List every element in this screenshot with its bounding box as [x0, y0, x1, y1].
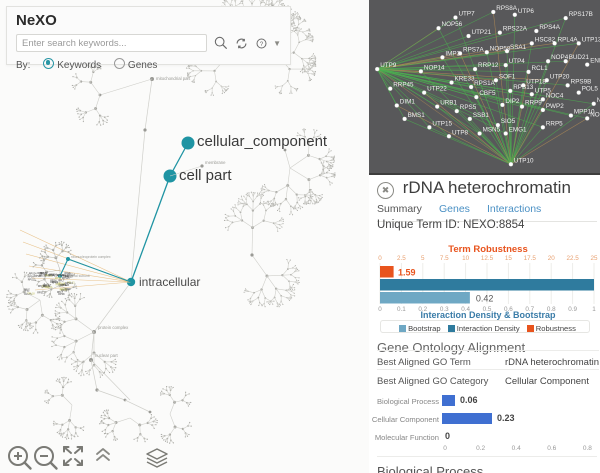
- svg-text:15: 15: [505, 255, 513, 262]
- svg-text:SOF1: SOF1: [499, 73, 516, 80]
- svg-text:UTP4: UTP4: [509, 58, 526, 65]
- svg-text:0: 0: [378, 255, 382, 262]
- svg-text:RPS24: RPS24: [49, 273, 57, 276]
- svg-text:MSN5: MSN5: [483, 126, 501, 133]
- svg-text:22.5: 22.5: [566, 255, 579, 262]
- svg-text:BMS1: BMS1: [408, 112, 426, 119]
- svg-text:RPS9: RPS9: [52, 282, 59, 285]
- svg-text:cellular_component: cellular_component: [197, 133, 328, 150]
- svg-text:UTP6: UTP6: [518, 8, 535, 15]
- svg-text:UTP22: UTP22: [427, 86, 447, 93]
- svg-text:UTP20: UTP20: [550, 73, 570, 80]
- svg-text:BUD21: BUD21: [569, 54, 590, 61]
- svg-text:UTP15: UTP15: [432, 120, 452, 127]
- svg-text:RPS24: RPS24: [65, 282, 73, 285]
- svg-text:1.59: 1.59: [398, 268, 416, 278]
- svg-text:?: ?: [260, 41, 264, 48]
- svg-text:12.5: 12.5: [481, 255, 494, 262]
- svg-text:0.2: 0.2: [476, 445, 485, 452]
- svg-text:RPS13: RPS13: [37, 292, 45, 295]
- svg-text:UTP9: UTP9: [380, 62, 397, 69]
- svg-text:UTP8: UTP8: [452, 129, 469, 136]
- svg-text:25: 25: [590, 255, 598, 262]
- svg-text:RRP12: RRP12: [478, 62, 499, 69]
- svg-text:0.6: 0.6: [547, 445, 556, 452]
- svg-text:RPS7A: RPS7A: [463, 46, 484, 53]
- svg-text:DIP2: DIP2: [505, 98, 519, 105]
- svg-text:NOC4: NOC4: [546, 92, 564, 99]
- svg-text:UTP21: UTP21: [472, 29, 492, 36]
- svg-text:RPS15: RPS15: [40, 273, 48, 276]
- svg-text:PWP2: PWP2: [546, 103, 564, 110]
- svg-text:ribonucleoprotein complex: ribonucleoprotein complex: [71, 255, 111, 259]
- svg-text:NOP4: NOP4: [551, 54, 569, 61]
- svg-text:mitochondrial part: mitochondrial part: [156, 76, 191, 81]
- svg-text:RPS8: RPS8: [61, 289, 68, 292]
- svg-text:RPS9B: RPS9B: [571, 78, 592, 85]
- svg-text:DIM1: DIM1: [400, 98, 416, 105]
- svg-text:RPS11: RPS11: [60, 274, 68, 277]
- svg-text:RPL15: RPL15: [38, 285, 46, 288]
- svg-text:ENP1: ENP1: [590, 58, 600, 65]
- svg-text:NOP58: NOP58: [490, 45, 511, 52]
- svg-text:membrane: membrane: [205, 160, 226, 165]
- svg-text:RPS1A: RPS1A: [474, 80, 495, 87]
- svg-text:NOP6: NOP6: [590, 111, 600, 118]
- svg-text:RPS17B: RPS17B: [569, 11, 593, 18]
- svg-text:0: 0: [443, 445, 447, 452]
- svg-text:2.5: 2.5: [397, 255, 406, 262]
- svg-text:nuclear part: nuclear part: [95, 353, 118, 358]
- svg-text:RPS22A: RPS22A: [503, 26, 528, 33]
- svg-text:RRP5: RRP5: [546, 120, 563, 127]
- svg-text:RPL3: RPL3: [60, 284, 67, 287]
- svg-text:NOP56: NOP56: [442, 21, 463, 28]
- svg-text:RPS8A: RPS8A: [496, 5, 517, 12]
- svg-text:SSB1: SSB1: [473, 112, 490, 119]
- svg-text:RPS4A: RPS4A: [539, 24, 560, 31]
- svg-text:0.4: 0.4: [512, 445, 521, 452]
- svg-text:SIO5: SIO5: [501, 118, 516, 125]
- svg-text:protein complex: protein complex: [98, 325, 129, 330]
- svg-text:10: 10: [462, 255, 470, 262]
- svg-text:EMG1: EMG1: [509, 126, 527, 133]
- svg-text:RPL4A: RPL4A: [558, 36, 579, 43]
- svg-text:RRP9: RRP9: [525, 100, 542, 107]
- svg-text:RPS8: RPS8: [58, 293, 65, 296]
- svg-text:RPS5: RPS5: [460, 104, 477, 111]
- svg-text:RCL1: RCL1: [532, 65, 549, 72]
- svg-text:KRE33: KRE33: [455, 76, 475, 83]
- svg-text:NOP14: NOP14: [424, 64, 445, 71]
- svg-text:URB1: URB1: [440, 100, 457, 107]
- svg-text:17.5: 17.5: [524, 255, 537, 262]
- svg-text:20: 20: [548, 255, 556, 262]
- svg-text:RPL7: RPL7: [58, 280, 65, 283]
- svg-text:UTP10: UTP10: [514, 157, 534, 164]
- svg-text:0.42: 0.42: [476, 294, 494, 304]
- svg-text:CBF5: CBF5: [479, 90, 496, 97]
- svg-text:IMP3: IMP3: [445, 50, 460, 57]
- svg-text:RPS13: RPS13: [28, 279, 36, 282]
- svg-text:POL5: POL5: [582, 86, 599, 93]
- svg-text:UTP7: UTP7: [458, 11, 475, 18]
- svg-text:7.5: 7.5: [440, 255, 449, 262]
- svg-text:UTP13: UTP13: [582, 36, 600, 43]
- svg-text:UTP18: UTP18: [526, 78, 546, 85]
- svg-text:0.8: 0.8: [583, 445, 592, 452]
- svg-text:RRP45: RRP45: [393, 82, 414, 89]
- svg-text:SSA1: SSA1: [510, 44, 527, 51]
- svg-text:5: 5: [421, 255, 425, 262]
- svg-text:cell part: cell part: [179, 167, 232, 184]
- svg-text:intracellular: intracellular: [139, 275, 200, 289]
- svg-text:HSC82: HSC82: [535, 36, 556, 43]
